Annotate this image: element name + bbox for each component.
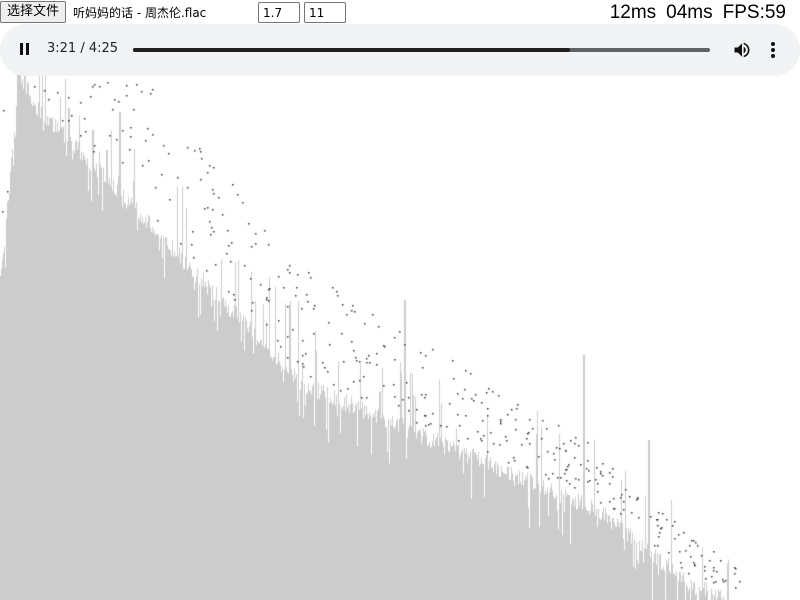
volume-icon[interactable]: [732, 40, 752, 60]
pause-icon[interactable]: [18, 43, 32, 57]
audio-player: 3:21 / 4:25: [0, 24, 800, 76]
more-options-icon[interactable]: [767, 40, 779, 60]
time-display: 3:21 / 4:25: [47, 41, 119, 56]
seek-bar[interactable]: [133, 48, 710, 52]
choose-file-button[interactable]: 选择文件: [0, 1, 67, 23]
timing-stat-2: 04ms: [666, 2, 713, 23]
top-toolbar: 选择文件 听妈妈的话 - 周杰伦.flac 12ms 04ms FPS:59: [0, 0, 800, 24]
param-input-1[interactable]: [258, 2, 300, 23]
fps-stat: FPS:59: [722, 2, 786, 23]
file-name-label: 听妈妈的话 - 周杰伦.flac: [73, 6, 207, 20]
seek-bar-progress: [133, 48, 571, 52]
param-input-2[interactable]: [304, 2, 346, 23]
timing-stat-1: 12ms: [609, 2, 657, 23]
performance-stats: 12ms 04ms FPS:59: [600, 2, 786, 24]
